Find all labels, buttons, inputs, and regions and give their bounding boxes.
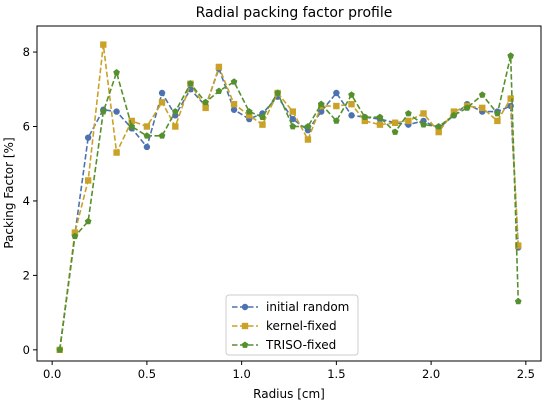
- data-point-triso-fixed: [435, 122, 443, 130]
- data-point-triso-fixed: [158, 132, 166, 139]
- y-tick-label: 8: [23, 45, 30, 59]
- data-point-initial-random: [143, 143, 151, 151]
- data-point-triso-fixed: [113, 69, 120, 76]
- data-point-triso-fixed: [391, 128, 399, 135]
- data-point-initial-random: [348, 112, 355, 119]
- data-point-triso-fixed: [274, 89, 281, 96]
- data-point-triso-fixed: [348, 91, 355, 98]
- x-tick-label: 0.5: [138, 367, 156, 381]
- series-line-triso-fixed: [58, 54, 520, 350]
- data-point-triso-fixed: [463, 104, 471, 111]
- data-point-kernel-fixed: [100, 41, 107, 48]
- data-point-triso-fixed: [478, 91, 486, 98]
- data-point-kernel-fixed: [435, 128, 442, 136]
- data-point-kernel-fixed: [376, 121, 384, 128]
- plot-area: [56, 41, 522, 354]
- data-point-kernel-fixed: [479, 104, 486, 112]
- data-point-initial-random: [84, 134, 92, 141]
- data-point-triso-fixed: [361, 113, 369, 121]
- x-tick-label: 1.5: [327, 367, 345, 381]
- data-point-kernel-fixed: [84, 177, 92, 184]
- data-point-initial-random: [318, 108, 325, 115]
- data-point-kernel-fixed: [494, 117, 501, 125]
- data-point-kernel-fixed: [450, 108, 458, 115]
- data-point-triso-fixed: [317, 100, 325, 108]
- data-point-kernel-fixed: [113, 149, 120, 156]
- y-tick-label: 6: [23, 120, 30, 134]
- data-point-triso-fixed: [202, 98, 209, 106]
- legend-marker-kernel-fixed: [241, 322, 249, 330]
- data-point-kernel-fixed: [143, 123, 151, 130]
- data-point-kernel-fixed: [71, 229, 79, 236]
- data-point-triso-fixed: [376, 113, 384, 121]
- data-point-initial-random: [333, 89, 340, 97]
- data-point-triso-fixed: [128, 122, 136, 130]
- data-point-kernel-fixed: [405, 117, 412, 125]
- data-point-initial-random: [289, 115, 296, 123]
- x-axis: 0.0 0.5 1.0 1.5 2.0 2.5: [43, 361, 535, 381]
- x-tick-label: 1.0: [232, 367, 250, 381]
- x-tick-label: 0.0: [43, 367, 61, 381]
- axes-frame: [36, 25, 542, 362]
- data-point-triso-fixed: [230, 78, 238, 85]
- data-point-initial-random: [113, 108, 120, 115]
- data-point-kernel-fixed: [158, 99, 166, 106]
- data-point-triso-fixed: [245, 108, 253, 115]
- data-point-kernel-fixed: [348, 100, 355, 108]
- chart-title: Radial packing factor profile: [196, 5, 393, 21]
- data-point-triso-fixed: [171, 108, 179, 115]
- data-point-kernel-fixed: [128, 117, 135, 125]
- data-point-kernel-fixed: [172, 123, 179, 130]
- x-tick-label: 2.0: [422, 367, 440, 381]
- data-point-triso-fixed: [333, 117, 340, 124]
- data-point-triso-fixed: [289, 122, 297, 130]
- legend-marker-initial-random: [241, 303, 249, 311]
- data-point-kernel-fixed: [333, 102, 340, 110]
- data-point-kernel-fixed: [420, 110, 427, 117]
- data-point-kernel-fixed: [507, 95, 514, 102]
- data-point-triso-fixed: [507, 52, 515, 59]
- data-point-triso-fixed: [56, 346, 64, 353]
- data-point-kernel-fixed: [202, 104, 209, 112]
- legend-label-kernel-fixed: kernel-fixed: [266, 319, 337, 333]
- data-point-kernel-fixed: [215, 63, 223, 71]
- data-point-triso-fixed: [215, 87, 223, 94]
- data-point-initial-random: [158, 89, 166, 97]
- data-point-kernel-fixed: [230, 100, 238, 108]
- data-point-triso-fixed: [84, 217, 92, 225]
- data-point-triso-fixed: [99, 108, 107, 115]
- data-point-triso-fixed: [494, 109, 501, 117]
- data-point-kernel-fixed: [289, 108, 296, 115]
- x-axis-label: Radius [cm]: [253, 387, 325, 401]
- y-tick-label: 2: [23, 268, 30, 282]
- data-point-triso-fixed: [514, 297, 522, 305]
- data-point-kernel-fixed: [361, 117, 368, 125]
- data-point-triso-fixed: [405, 109, 412, 117]
- data-point-triso-fixed: [420, 121, 427, 128]
- x-tick-label: 2.5: [517, 367, 535, 381]
- legend: initial random kernel-fixed TRISO-fixed: [225, 294, 359, 356]
- data-point-triso-fixed: [71, 232, 79, 240]
- y-tick-label: 4: [23, 194, 30, 208]
- y-axis: 0 2 4 6 8: [23, 45, 37, 357]
- y-tick-label: 0: [23, 343, 30, 357]
- data-point-kernel-fixed: [304, 136, 312, 143]
- data-point-triso-fixed: [304, 122, 312, 130]
- data-point-initial-random: [187, 86, 194, 93]
- data-point-kernel-fixed: [391, 119, 399, 126]
- data-point-kernel-fixed: [515, 242, 522, 249]
- legend-label-initial-random: initial random: [266, 300, 349, 314]
- data-point-triso-fixed: [259, 113, 266, 121]
- data-point-triso-fixed: [143, 132, 151, 139]
- data-point-triso-fixed: [450, 111, 458, 119]
- data-point-initial-random: [230, 106, 238, 113]
- legend-box: [225, 294, 359, 356]
- data-point-kernel-fixed: [246, 112, 253, 119]
- y-axis-label: Packing Factor [%]: [2, 137, 16, 248]
- data-point-kernel-fixed: [259, 121, 266, 128]
- data-point-triso-fixed: [187, 80, 194, 87]
- legend-label-triso-fixed: TRISO-fixed: [265, 338, 336, 352]
- legend-marker-triso-fixed: [241, 341, 249, 348]
